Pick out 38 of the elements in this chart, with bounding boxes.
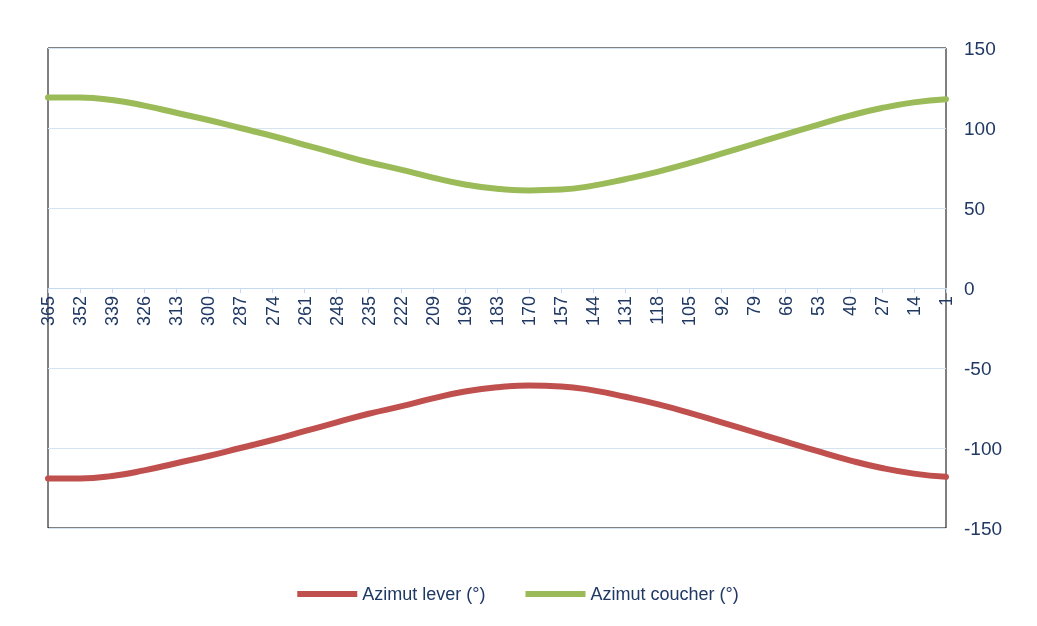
y-tick-label: 100 [964, 117, 996, 139]
x-tick-label: 209 [422, 296, 443, 327]
x-tick-label: 287 [230, 296, 251, 327]
y-tick-label: 0 [964, 277, 975, 299]
x-tick-label: 14 [903, 296, 924, 317]
x-tick-label: 92 [711, 296, 732, 317]
x-tick-label: 27 [871, 296, 892, 317]
y-tick-label: 50 [964, 197, 986, 219]
y-tick-label: 150 [964, 37, 996, 59]
x-tick-label: 248 [326, 296, 347, 327]
y-tick-label: -100 [964, 437, 1003, 459]
x-tick-label: 183 [487, 296, 507, 327]
y-tick-label: -50 [964, 357, 992, 379]
x-tick-label: 131 [615, 296, 636, 327]
x-tick-label: 118 [647, 296, 668, 325]
x-tick-label: 144 [583, 296, 604, 327]
x-tick-label: 105 [679, 296, 700, 327]
x-tick-label: 339 [102, 296, 123, 327]
x-tick-label: 222 [390, 296, 411, 327]
x-tick-label: 66 [775, 296, 796, 317]
x-tick-label: 196 [454, 296, 475, 327]
x-tick-label: 79 [743, 296, 764, 317]
x-tick-label: 300 [198, 296, 219, 327]
x-tick-label: 170 [519, 296, 540, 327]
legend-label: Azimut coucher (°) [590, 584, 739, 604]
x-tick-label: 274 [262, 296, 283, 327]
x-tick-label: 53 [807, 296, 828, 317]
x-tick-label: 1 [936, 296, 956, 307]
x-tick-label: 313 [166, 296, 187, 327]
x-tick-label: 326 [134, 296, 155, 327]
legend-label: Azimut lever (°) [362, 584, 486, 604]
y-tick-label: -150 [964, 517, 1003, 539]
x-tick-label: 261 [294, 296, 315, 327]
x-tick-label: 352 [70, 296, 91, 327]
x-tick-label: 235 [358, 296, 379, 327]
x-tick-label: 365 [38, 296, 58, 327]
x-tick-label: 40 [839, 296, 860, 317]
x-tick-label: 157 [551, 296, 572, 327]
